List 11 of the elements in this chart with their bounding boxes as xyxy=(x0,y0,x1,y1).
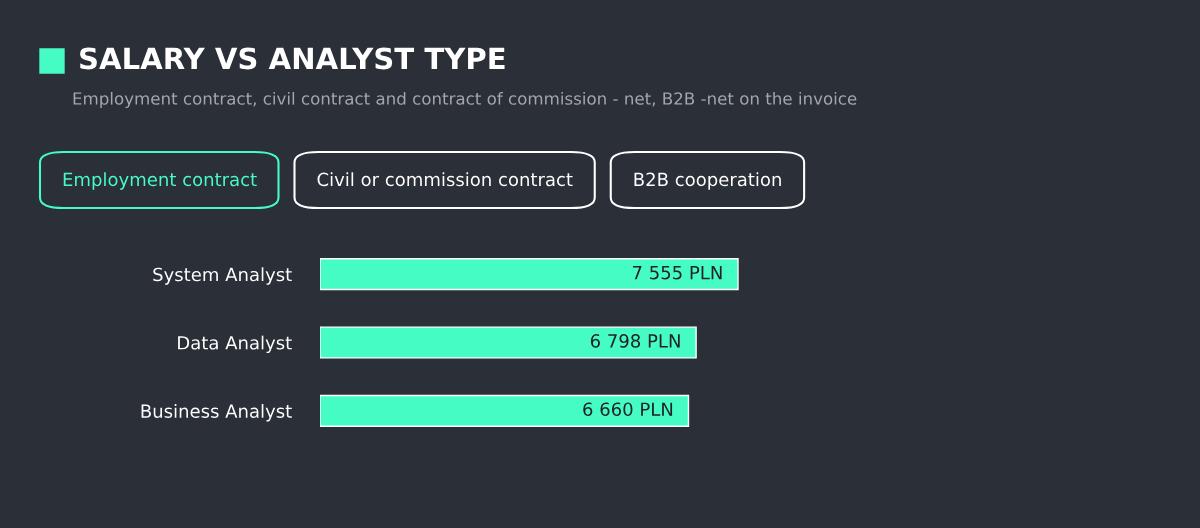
text: B2B cooperation xyxy=(634,172,781,190)
data-label: 7 555 PLN xyxy=(632,265,722,280)
chart-subtitle: Employment contract, civil contract and contract of commission - net, B2B -net on the invoice xyxy=(73,91,857,109)
data-label: 6 798 PLN xyxy=(590,334,680,348)
chart-title: SALARY VS ANALYST TYPE xyxy=(80,47,505,70)
data-label: 6 660 PLN xyxy=(583,402,673,417)
text: Employment contract xyxy=(63,172,257,190)
y-tick-label: Business Analyst xyxy=(141,403,292,422)
text: Civil or commission contract xyxy=(317,172,573,187)
y-tick-label: Data Analyst xyxy=(178,335,292,354)
y-tick-label: System Analyst xyxy=(153,267,292,285)
